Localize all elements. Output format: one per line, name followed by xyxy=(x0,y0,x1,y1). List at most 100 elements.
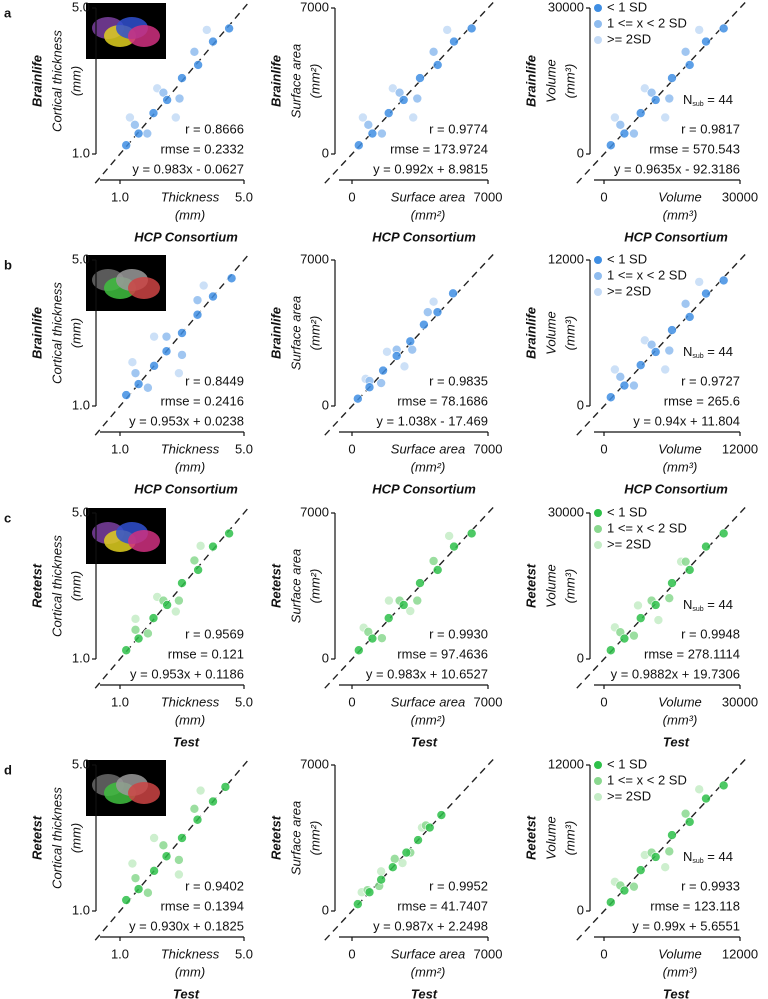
identity-line xyxy=(324,505,496,689)
data-point xyxy=(684,60,695,70)
y-axis-group: Retetst xyxy=(29,815,44,860)
data-point xyxy=(367,633,378,644)
data-point xyxy=(680,298,691,309)
data-point xyxy=(174,368,184,378)
panel-label: d xyxy=(4,762,12,777)
x-tick-label: 5.0 xyxy=(235,694,253,709)
data-point xyxy=(177,328,187,338)
y-axis-title: Volume xyxy=(543,311,558,355)
data-point xyxy=(639,83,650,94)
n-annotation: Nsub = 44 xyxy=(683,92,733,107)
data-point xyxy=(121,390,131,400)
y-tick-label: 12000 xyxy=(548,251,584,266)
y-tick-label: 5.0 xyxy=(72,756,90,771)
data-point xyxy=(629,881,639,892)
brain-region xyxy=(128,25,160,47)
legend-label: >= 2SD xyxy=(607,283,651,298)
y-axis-unit: (mm) xyxy=(68,571,83,601)
data-point xyxy=(428,556,439,566)
legend-marker xyxy=(594,4,602,12)
data-point xyxy=(646,87,657,98)
y-axis-unit: (mm³) xyxy=(562,821,577,856)
data-point xyxy=(220,782,231,792)
data-point xyxy=(377,128,387,139)
data-point xyxy=(718,23,729,34)
data-point xyxy=(629,630,639,641)
x-axis-group: HCP Consortium xyxy=(624,481,728,496)
data-point xyxy=(391,351,402,361)
legend-label: 1 <= x < 2 SD xyxy=(607,520,687,535)
data-point xyxy=(192,295,203,305)
panel-label: b xyxy=(4,257,12,272)
x-tick-label: 0 xyxy=(600,694,607,709)
data-point xyxy=(415,578,425,588)
legend-label: >= 2SD xyxy=(607,788,651,803)
x-axis-unit: (mm³) xyxy=(663,459,698,474)
data-point xyxy=(635,108,646,118)
data-point xyxy=(353,645,364,656)
x-tick-label: 1.0 xyxy=(111,441,129,456)
x-axis-unit: (mm³) xyxy=(663,207,698,222)
x-tick-label: 30000 xyxy=(722,189,758,204)
x-axis-title: Surface area xyxy=(391,694,465,709)
data-point xyxy=(718,528,729,539)
data-point xyxy=(133,633,144,644)
n-annotation: Nsub = 44 xyxy=(683,344,733,359)
x-axis-title: Thickness xyxy=(161,694,220,709)
stat-text: r = 0.9817 xyxy=(681,121,740,136)
y-tick-label: 0 xyxy=(322,397,329,412)
y-axis-title: Cortical thickness xyxy=(49,30,64,132)
data-point xyxy=(161,851,172,862)
identity-line xyxy=(324,0,496,184)
y-tick-label: 5.0 xyxy=(72,504,90,519)
y-axis-title: Surface area xyxy=(288,296,303,370)
data-point xyxy=(161,346,172,357)
legend-marker xyxy=(594,509,602,517)
x-tick-label: 5.0 xyxy=(235,189,253,204)
data-point xyxy=(226,273,237,284)
y-axis-unit: (mm³) xyxy=(562,569,577,604)
stat-text: r = 0.9569 xyxy=(185,626,244,641)
data-point xyxy=(667,325,677,335)
data-point xyxy=(148,108,159,118)
x-axis-group: Test xyxy=(411,734,438,749)
data-point xyxy=(398,600,409,610)
legend-label: >= 2SD xyxy=(607,31,651,46)
legend-label: < 1 SD xyxy=(607,0,647,14)
stat-text: y = 0.953x + 0.1186 xyxy=(130,666,244,681)
y-axis-group: Brainlife xyxy=(29,307,44,359)
n-annotation-part: = 44 xyxy=(704,344,733,359)
data-point xyxy=(161,331,172,342)
x-tick-label: 1.0 xyxy=(111,189,129,204)
data-point xyxy=(415,73,425,83)
data-point xyxy=(192,814,203,825)
data-point xyxy=(664,593,675,603)
data-point xyxy=(664,846,675,857)
data-point xyxy=(629,380,639,391)
data-point xyxy=(610,112,620,123)
data-point xyxy=(224,23,234,34)
y-tick-label: 1.0 xyxy=(72,902,90,917)
data-point xyxy=(605,140,616,151)
x-axis-group: HCP Consortium xyxy=(624,229,728,244)
data-point xyxy=(422,307,433,317)
data-point xyxy=(174,855,184,865)
data-point xyxy=(189,46,200,57)
y-axis-group: Brainlife xyxy=(523,55,538,107)
stat-text: rmse = 123.118 xyxy=(650,898,740,913)
data-point xyxy=(619,633,630,644)
stat-text: r = 0.9835 xyxy=(429,373,488,388)
data-point xyxy=(177,833,187,843)
legend-label: 1 <= x < 2 SD xyxy=(607,267,687,282)
data-point xyxy=(660,364,671,375)
identity-line xyxy=(576,505,748,689)
y-axis-unit: (mm³) xyxy=(562,316,577,351)
data-point xyxy=(133,379,144,389)
n-annotation: Nsub = 44 xyxy=(683,597,733,612)
x-tick-label: 12000 xyxy=(722,441,758,456)
data-point xyxy=(387,862,398,873)
y-tick-label: 0 xyxy=(577,397,584,412)
data-point xyxy=(701,793,711,804)
data-point xyxy=(694,277,705,287)
x-axis-unit: (mm³) xyxy=(663,964,698,979)
